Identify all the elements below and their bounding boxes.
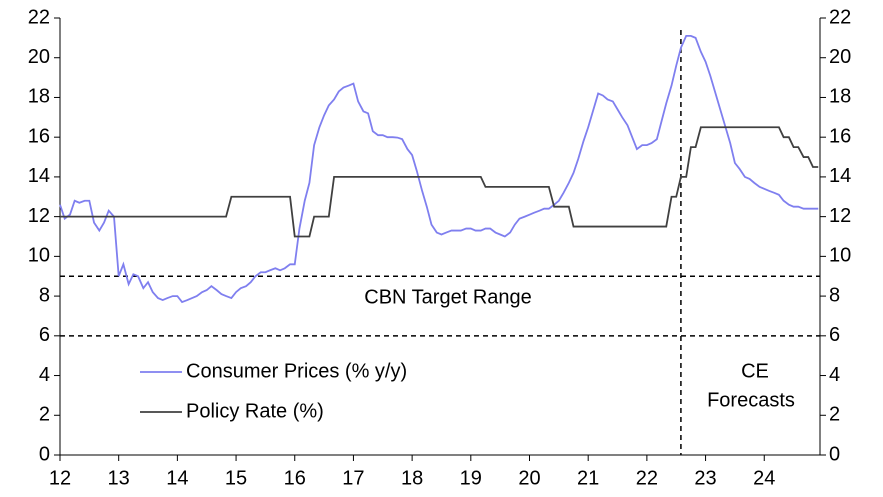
- x-tick-label: 15: [225, 467, 247, 489]
- x-tick-label: 13: [108, 467, 130, 489]
- y2-tick-label: 10: [829, 245, 851, 267]
- x-tick-label: 23: [694, 467, 716, 489]
- y2-tick-label: 4: [829, 364, 840, 386]
- y-tick-label: 22: [28, 6, 50, 28]
- x-tick-label: 14: [166, 467, 188, 489]
- y-tick-label: 0: [39, 443, 50, 465]
- x-tick-label: 16: [284, 467, 306, 489]
- x-tick-label: 12: [49, 467, 71, 489]
- x-tick-label: 17: [342, 467, 364, 489]
- annotation: CBN Target Range: [364, 286, 532, 308]
- y2-tick-label: 8: [829, 284, 840, 306]
- y-tick-label: 18: [28, 86, 50, 108]
- annotation: CE: [741, 360, 769, 382]
- y2-tick-label: 20: [829, 46, 851, 68]
- series-line: [59, 34, 819, 304]
- x-tick-label: 20: [518, 467, 540, 489]
- y-tick-label: 14: [28, 165, 50, 187]
- y2-tick-label: 16: [829, 125, 851, 147]
- x-tick-label: 24: [753, 467, 775, 489]
- y2-tick-label: 2: [829, 404, 840, 426]
- series-line: [60, 126, 819, 238]
- y2-tick-label: 6: [829, 324, 840, 346]
- x-tick-label: 22: [636, 467, 658, 489]
- y-tick-label: 2: [39, 404, 50, 426]
- y-tick-label: 20: [28, 46, 50, 68]
- x-tick-label: 21: [577, 467, 599, 489]
- y2-tick-label: 18: [829, 86, 851, 108]
- annotation: Forecasts: [707, 389, 795, 411]
- x-tick-label: 19: [460, 467, 482, 489]
- legend-label: Policy Rate (%): [186, 400, 324, 422]
- y-tick-label: 4: [39, 364, 50, 386]
- y2-tick-label: 12: [829, 205, 851, 227]
- y-tick-label: 10: [28, 245, 50, 267]
- y-tick-label: 6: [39, 324, 50, 346]
- legend-label: Consumer Prices (% y/y): [186, 360, 407, 382]
- y2-tick-label: 22: [829, 6, 851, 28]
- y2-tick-label: 0: [829, 443, 840, 465]
- y2-tick-label: 14: [829, 165, 851, 187]
- x-tick-label: 18: [401, 467, 423, 489]
- y-tick-label: 12: [28, 205, 50, 227]
- y-tick-label: 8: [39, 284, 50, 306]
- y-tick-label: 16: [28, 125, 50, 147]
